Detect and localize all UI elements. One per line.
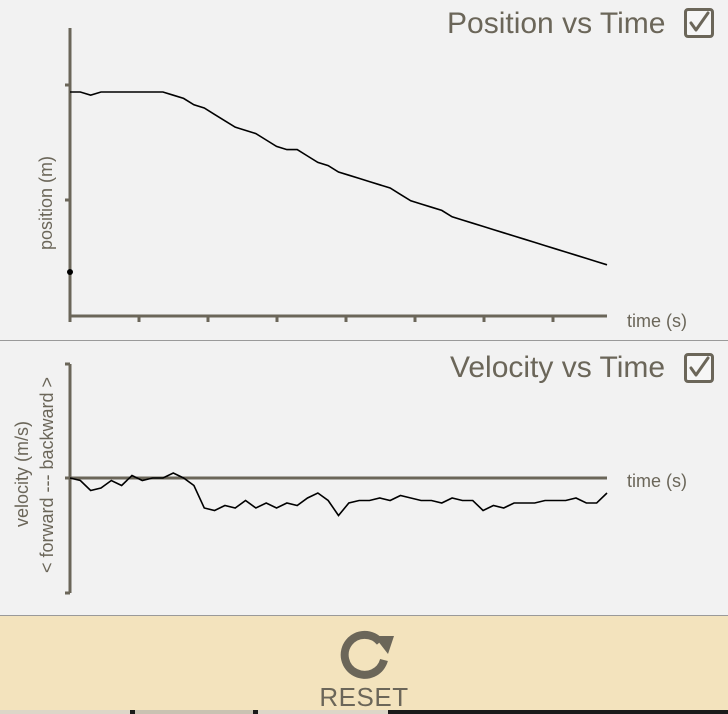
position-chart-title: Position vs Time <box>447 7 666 40</box>
position-series-line <box>70 91 608 266</box>
position-graph-checkbox[interactable] <box>684 8 714 38</box>
refresh-icon <box>340 630 394 679</box>
velocity-chart-title: Velocity vs Time <box>450 351 666 384</box>
position-plot[interactable] <box>0 0 728 340</box>
velocity-series-line <box>69 472 608 517</box>
velocity-plot[interactable] <box>0 341 728 615</box>
reset-button[interactable]: RESET <box>314 622 414 712</box>
velocity-graph-checkbox[interactable] <box>684 353 714 383</box>
velocity-x-axis-label: time (s) <box>627 471 687 491</box>
checkmark-icon <box>689 11 710 32</box>
velocity-panel: Velocity vs Time velocity (m/s) < forwar… <box>0 341 728 616</box>
reset-bar: RESET <box>0 616 728 714</box>
position-panel: Position vs Time position (m) time (s) <box>0 0 728 341</box>
position-x-axis-label: time (s) <box>627 311 687 331</box>
bottom-strip <box>0 710 728 714</box>
checkmark-icon <box>689 356 710 377</box>
reset-label: RESET <box>319 682 409 712</box>
position-marker <box>67 269 73 275</box>
